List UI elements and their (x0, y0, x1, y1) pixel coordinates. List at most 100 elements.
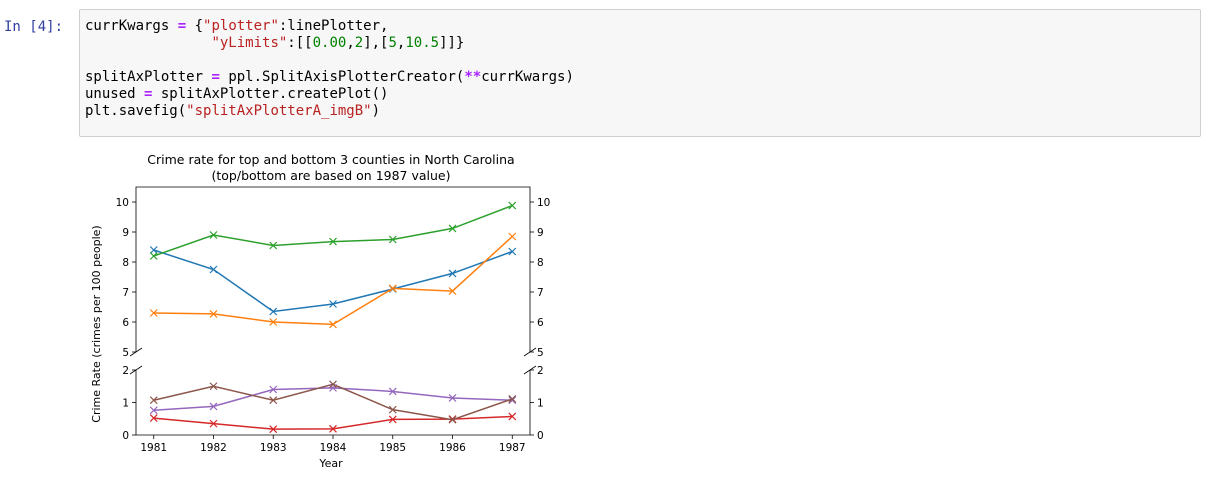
y-tick-label: 5 (537, 347, 544, 359)
y-tick-label: 10 (537, 197, 550, 209)
top-axes-frame (135, 186, 531, 352)
data-point-marker (209, 402, 218, 411)
data-point-marker (508, 232, 517, 241)
data-point-marker (448, 269, 457, 278)
data-point-marker (448, 287, 457, 296)
cell-output: Crime rate for top and bottom 3 counties… (84, 148, 554, 473)
code-editor[interactable]: currKwargs = {"plotter":linePlotter, "yL… (80, 10, 1200, 128)
data-point-marker (209, 309, 218, 318)
data-point-marker (329, 320, 337, 329)
data-point-marker (329, 424, 337, 433)
x-tick-label: 1982 (200, 442, 227, 454)
data-point-marker (149, 309, 158, 317)
bottom-axes-frame (135, 370, 531, 436)
code-token: unused (85, 86, 136, 102)
y-tick-label: 8 (122, 257, 129, 269)
data-point-marker (448, 415, 457, 424)
data-point-marker (329, 383, 337, 392)
y-tick-label: 8 (537, 257, 544, 269)
series-line (153, 383, 513, 421)
data-point-marker (388, 235, 397, 244)
code-token: "splitAxPlotterA_imgB" (186, 103, 372, 119)
code-token: ) (371, 103, 381, 119)
data-point-marker (448, 224, 457, 233)
y-tick-label: 1 (122, 398, 129, 410)
y-tick-label: 1 (537, 398, 544, 410)
y-tick-label: 9 (122, 227, 129, 239)
y-tick-label: 7 (122, 287, 129, 299)
y-tick-label: 2 (537, 365, 544, 377)
code-token: "yLimits" (211, 35, 288, 51)
data-point-marker (269, 241, 278, 250)
data-point-marker (269, 396, 278, 405)
data-point-marker (149, 406, 158, 415)
code-token: splitAxPlotter.createPlot() (152, 86, 389, 102)
data-point-marker (269, 385, 278, 394)
x-tick-label: 1986 (439, 442, 466, 454)
code-token: "plotter" (203, 18, 279, 34)
y-tick-label: 7 (537, 287, 544, 299)
data-point-marker (149, 414, 158, 423)
data-point-marker (209, 265, 218, 274)
data-point-marker (388, 387, 397, 396)
chart-subtitle: (top/bottom are based on 1987 value) (212, 168, 451, 183)
code-token: 10.5 (405, 35, 440, 51)
code-token: , (396, 35, 406, 51)
data-point-marker (388, 284, 397, 293)
data-point-marker (329, 237, 337, 246)
series-line (153, 387, 513, 412)
code-token: , (346, 35, 355, 51)
y-tick-label: 6 (122, 317, 129, 329)
y-tick-label: 2 (122, 365, 129, 377)
code-token: :[[ (287, 35, 313, 51)
code-token: 2 (354, 35, 364, 51)
series-line (153, 249, 513, 313)
data-point-marker (149, 252, 158, 260)
y-tick-label: 0 (537, 430, 544, 442)
data-point-marker (448, 394, 457, 402)
x-tick-label: 1987 (499, 442, 526, 454)
code-token: = (177, 18, 187, 34)
code-token: currKwargs) (481, 69, 574, 85)
code-token: :linePlotter, (278, 18, 389, 34)
code-token: plt.savefig( (85, 103, 187, 119)
x-tick-label: 1985 (379, 442, 406, 454)
x-tick-label: 1981 (140, 442, 167, 454)
data-point-marker (508, 201, 517, 210)
code-token: = (211, 69, 220, 85)
code-token: { (186, 18, 204, 34)
data-point-marker (508, 395, 517, 403)
y-axis-label: Crime Rate (crimes per 100 people) (90, 225, 103, 422)
series-line (153, 204, 513, 257)
y-tick-label: 5 (122, 347, 129, 359)
data-point-marker (209, 231, 218, 239)
data-point-marker (388, 405, 397, 414)
data-point-marker (209, 419, 218, 428)
data-point-marker (508, 396, 517, 405)
code-token: 0.00 (312, 35, 347, 51)
y-tick-label: 0 (122, 430, 129, 442)
split-axis-line-chart: Crime rate for top and bottom 3 counties… (90, 152, 550, 470)
x-tick-label: 1984 (320, 442, 347, 454)
data-point-marker (508, 247, 517, 256)
code-token: ppl.SplitAxisPlotterCreator( (219, 69, 465, 85)
data-point-marker (388, 415, 397, 424)
code-cell-input[interactable]: currKwargs = {"plotter":linePlotter, "yL… (79, 9, 1201, 137)
cell-prompt: In [4]: (4, 19, 64, 35)
code-token: 5 (388, 35, 397, 51)
data-point-marker (149, 246, 158, 254)
data-point-marker (269, 318, 278, 326)
x-axis-label: Year (318, 457, 343, 470)
code-token: ]]} (439, 35, 465, 51)
data-point-marker (329, 300, 337, 308)
data-point-marker (508, 412, 517, 421)
chart-title: Crime rate for top and bottom 3 counties… (147, 152, 514, 167)
data-point-marker (209, 382, 218, 391)
code-token: currKwargs (85, 18, 170, 34)
x-tick-label: 1983 (260, 442, 287, 454)
code-token: ],[ (363, 35, 389, 51)
data-point-marker (329, 380, 337, 389)
data-point-marker (149, 396, 158, 405)
y-tick-label: 9 (537, 227, 544, 239)
code-token: ** (464, 69, 482, 85)
